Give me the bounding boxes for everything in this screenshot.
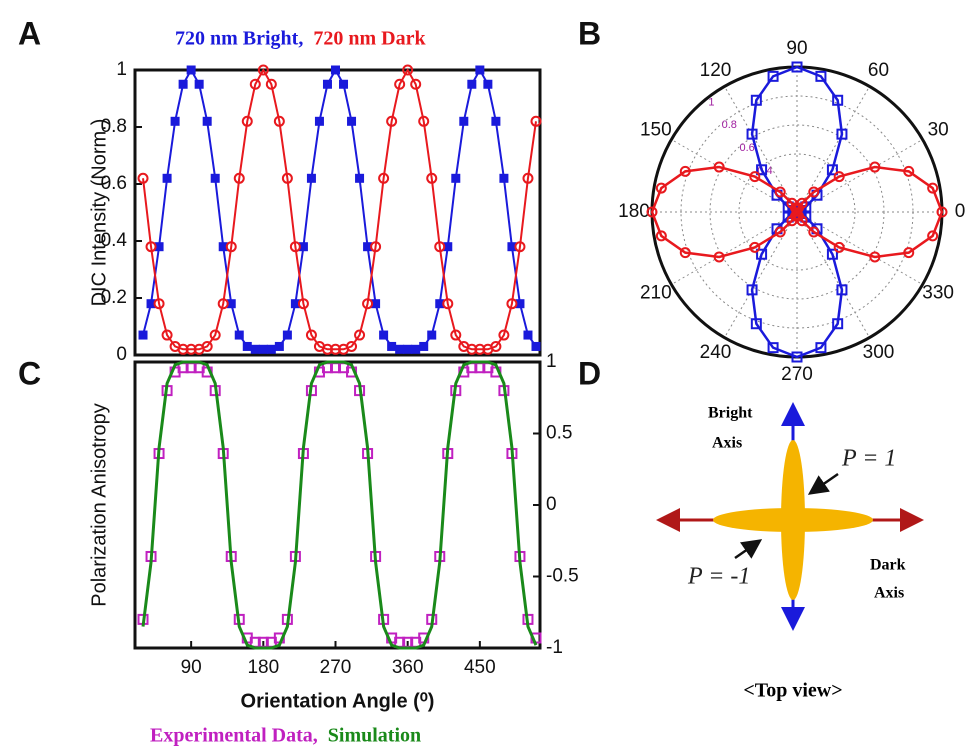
marker bbox=[283, 331, 292, 340]
marker bbox=[387, 342, 396, 351]
marker bbox=[523, 331, 532, 340]
y-tick-label: 1 bbox=[546, 351, 557, 372]
legend-entry: 720 nm Dark bbox=[313, 28, 426, 50]
angle-tick-label: 30 bbox=[928, 120, 949, 141]
marker bbox=[379, 331, 388, 340]
marker bbox=[355, 174, 364, 183]
r-tick-label: 0.6 bbox=[739, 142, 754, 154]
r-tick-label: 0.8 bbox=[722, 119, 737, 131]
dark-axis-label: Axis bbox=[874, 585, 904, 602]
marker bbox=[339, 80, 348, 89]
marker bbox=[499, 174, 508, 183]
panel-letter: D bbox=[578, 355, 601, 391]
angle-tick-label: 270 bbox=[781, 364, 813, 385]
x-tick-label: 90 bbox=[181, 657, 202, 678]
marker bbox=[403, 345, 412, 354]
marker bbox=[163, 174, 172, 183]
dark-axis-label: Dark bbox=[870, 557, 906, 574]
marker bbox=[275, 342, 284, 351]
marker bbox=[411, 345, 420, 354]
marker bbox=[475, 66, 484, 75]
background bbox=[0, 0, 969, 750]
angle-tick-label: 180 bbox=[618, 201, 650, 222]
marker bbox=[171, 117, 180, 126]
y-axis-label: Polarization Anisotropy bbox=[88, 403, 110, 606]
marker bbox=[331, 66, 340, 75]
marker bbox=[259, 345, 268, 354]
y-tick-label: 1 bbox=[116, 59, 127, 80]
legend-entry: Experimental Data, bbox=[150, 725, 318, 747]
marker bbox=[235, 331, 244, 340]
angle-tick-label: 90 bbox=[786, 38, 807, 59]
marker bbox=[323, 80, 332, 89]
marker bbox=[243, 342, 252, 351]
marker bbox=[459, 117, 468, 126]
p-positive-label: P = 1 bbox=[841, 446, 896, 472]
caption: <Top view> bbox=[743, 680, 842, 702]
panel-letter: B bbox=[578, 15, 601, 51]
marker bbox=[483, 80, 492, 89]
marker bbox=[139, 331, 148, 340]
angle-tick-label: 330 bbox=[922, 283, 954, 304]
marker bbox=[307, 174, 316, 183]
marker bbox=[251, 345, 260, 354]
marker bbox=[203, 117, 212, 126]
x-tick-label: 450 bbox=[464, 657, 496, 678]
y-tick-label: 0.5 bbox=[546, 423, 572, 444]
angle-tick-label: 150 bbox=[640, 120, 672, 141]
marker bbox=[179, 80, 188, 89]
legend-entry: Simulation bbox=[328, 725, 421, 747]
marker bbox=[187, 66, 196, 75]
panel-letter: C bbox=[18, 355, 41, 391]
x-tick-label: 360 bbox=[392, 657, 424, 678]
angle-tick-label: 210 bbox=[640, 283, 672, 304]
angle-tick-label: 0 bbox=[955, 201, 966, 222]
panel-letter: A bbox=[18, 15, 41, 51]
angle-tick-label: 240 bbox=[700, 342, 732, 363]
marker bbox=[491, 117, 500, 126]
x-tick-label: 180 bbox=[247, 657, 279, 678]
y-axis-label: DIC Intensity (Norm.) bbox=[88, 119, 110, 307]
p-negative-label: P = -1 bbox=[687, 564, 750, 590]
ellipse-vertical bbox=[781, 440, 805, 600]
y-tick-label: -0.5 bbox=[546, 566, 579, 587]
marker bbox=[347, 117, 356, 126]
figure: A B C D Bright Axis Dark Axis P = 1 P = … bbox=[0, 0, 969, 750]
angle-tick-label: 300 bbox=[863, 342, 895, 363]
marker bbox=[195, 80, 204, 89]
marker bbox=[315, 117, 324, 126]
marker bbox=[395, 345, 404, 354]
marker bbox=[427, 331, 436, 340]
marker bbox=[211, 174, 220, 183]
marker bbox=[267, 345, 276, 354]
x-axis-label: Orientation Angle (⁰) bbox=[241, 690, 435, 712]
marker bbox=[531, 342, 540, 351]
angle-tick-label: 120 bbox=[700, 60, 732, 81]
y-tick-label: -1 bbox=[546, 637, 563, 658]
bright-axis-label: Bright bbox=[708, 405, 753, 422]
marker bbox=[467, 80, 476, 89]
y-tick-label: 0 bbox=[546, 494, 557, 515]
y-tick-label: 0 bbox=[116, 344, 127, 365]
legend-entry: 720 nm Bright, bbox=[175, 28, 303, 50]
marker bbox=[419, 342, 428, 351]
bright-axis-label: Axis bbox=[712, 435, 742, 452]
angle-tick-label: 60 bbox=[868, 60, 889, 81]
x-tick-label: 270 bbox=[320, 657, 352, 678]
marker bbox=[451, 174, 460, 183]
